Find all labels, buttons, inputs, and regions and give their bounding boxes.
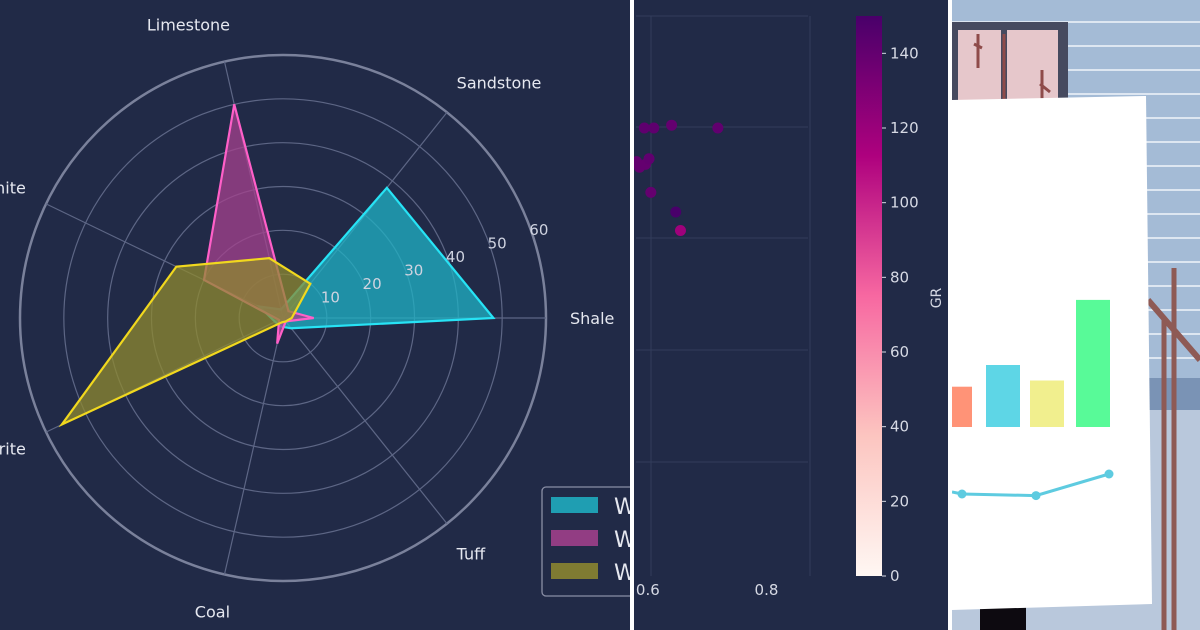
legend-swatch bbox=[551, 530, 598, 546]
panel-divider bbox=[630, 0, 634, 630]
colorbar-tick-label: 40 bbox=[890, 418, 909, 436]
colorbar bbox=[856, 16, 882, 576]
tree-branch bbox=[1039, 82, 1051, 94]
radar-tick-label: 10 bbox=[321, 289, 340, 307]
scatter-x-tick-label: 0.6 bbox=[636, 581, 660, 599]
legend-entry-label: W bbox=[614, 528, 630, 553]
whiteboard-bar bbox=[952, 386, 972, 427]
scatter-point bbox=[643, 153, 655, 165]
radar-category-label: Dolomite bbox=[0, 178, 26, 197]
tree-branch bbox=[973, 42, 983, 50]
colorbar-tick-label: 140 bbox=[890, 44, 919, 62]
illustration-panel bbox=[952, 0, 1200, 630]
legend-swatch bbox=[551, 497, 598, 513]
scatter-point bbox=[674, 224, 686, 236]
floor-object bbox=[980, 606, 1026, 630]
whiteboard-bar bbox=[1076, 299, 1110, 427]
whiteboard-bar bbox=[1030, 380, 1064, 427]
radar-spoke bbox=[282, 317, 448, 524]
radar-category-label: Tuff bbox=[456, 544, 486, 563]
whiteboard-line-point bbox=[1104, 469, 1114, 479]
radar-tick-label: 40 bbox=[446, 248, 465, 266]
radar-category-label: Limestone bbox=[147, 16, 230, 35]
radar-tick-label: 60 bbox=[529, 221, 548, 239]
whiteboard-bar bbox=[986, 365, 1020, 427]
whiteboard-line bbox=[952, 472, 1110, 498]
radar-category-label: Sandstone bbox=[457, 74, 542, 93]
colorbar-tick-label: 80 bbox=[890, 268, 909, 286]
radar-category-label: Coal bbox=[195, 602, 230, 621]
legend: WWW bbox=[541, 486, 630, 597]
colorbar-tick-label: 100 bbox=[890, 194, 919, 212]
scatter-chart-panel: 0.6 0.8 0 20 40 60 80 100 120 140 GR bbox=[634, 0, 948, 630]
radar-category-label: Shale bbox=[570, 309, 614, 328]
colorbar-tick-label: 20 bbox=[890, 492, 909, 510]
whiteboard-line-point bbox=[1031, 491, 1041, 501]
radar-chart: 10 20 30 40 50 60 Shale Sandstone Limestone Dolom… bbox=[0, 16, 630, 621]
colorbar-tick-label: 120 bbox=[890, 119, 919, 137]
whiteboard bbox=[952, 96, 1152, 610]
scatter-point bbox=[712, 122, 724, 134]
colorbar-tick-label: 60 bbox=[890, 343, 909, 361]
radar-chart-panel: 10 20 30 40 50 60 Shale Sandstone Limestone Dolom… bbox=[0, 15, 630, 622]
radar-tick-label: 30 bbox=[404, 262, 423, 280]
radar-series-polygon bbox=[58, 257, 312, 428]
scatter-point bbox=[648, 122, 660, 134]
scatter-x-tick-label: 0.8 bbox=[755, 581, 779, 599]
radar-tick-label: 50 bbox=[488, 234, 507, 252]
legend-entry-label: W bbox=[614, 495, 630, 520]
legend-swatch bbox=[551, 563, 598, 579]
scatter-point bbox=[670, 206, 682, 218]
scatter-point bbox=[645, 186, 657, 198]
room-illustration bbox=[952, 21, 1200, 630]
scatter-point bbox=[638, 122, 650, 134]
colorbar-tick-label: 0 bbox=[890, 567, 900, 585]
scatter-chart: 0.6 0.8 0 20 40 60 80 100 120 140 GR bbox=[634, 15, 945, 599]
colorbar-label: GR bbox=[929, 287, 945, 308]
legend-entry-label: W bbox=[614, 561, 630, 586]
radar-category-label: Anhydrite bbox=[0, 440, 26, 459]
scatter-point bbox=[666, 119, 678, 131]
whiteboard-line-point bbox=[957, 489, 967, 499]
panel-divider bbox=[948, 0, 952, 630]
radar-spoke bbox=[223, 317, 284, 575]
radar-tick-label: 20 bbox=[363, 275, 382, 293]
